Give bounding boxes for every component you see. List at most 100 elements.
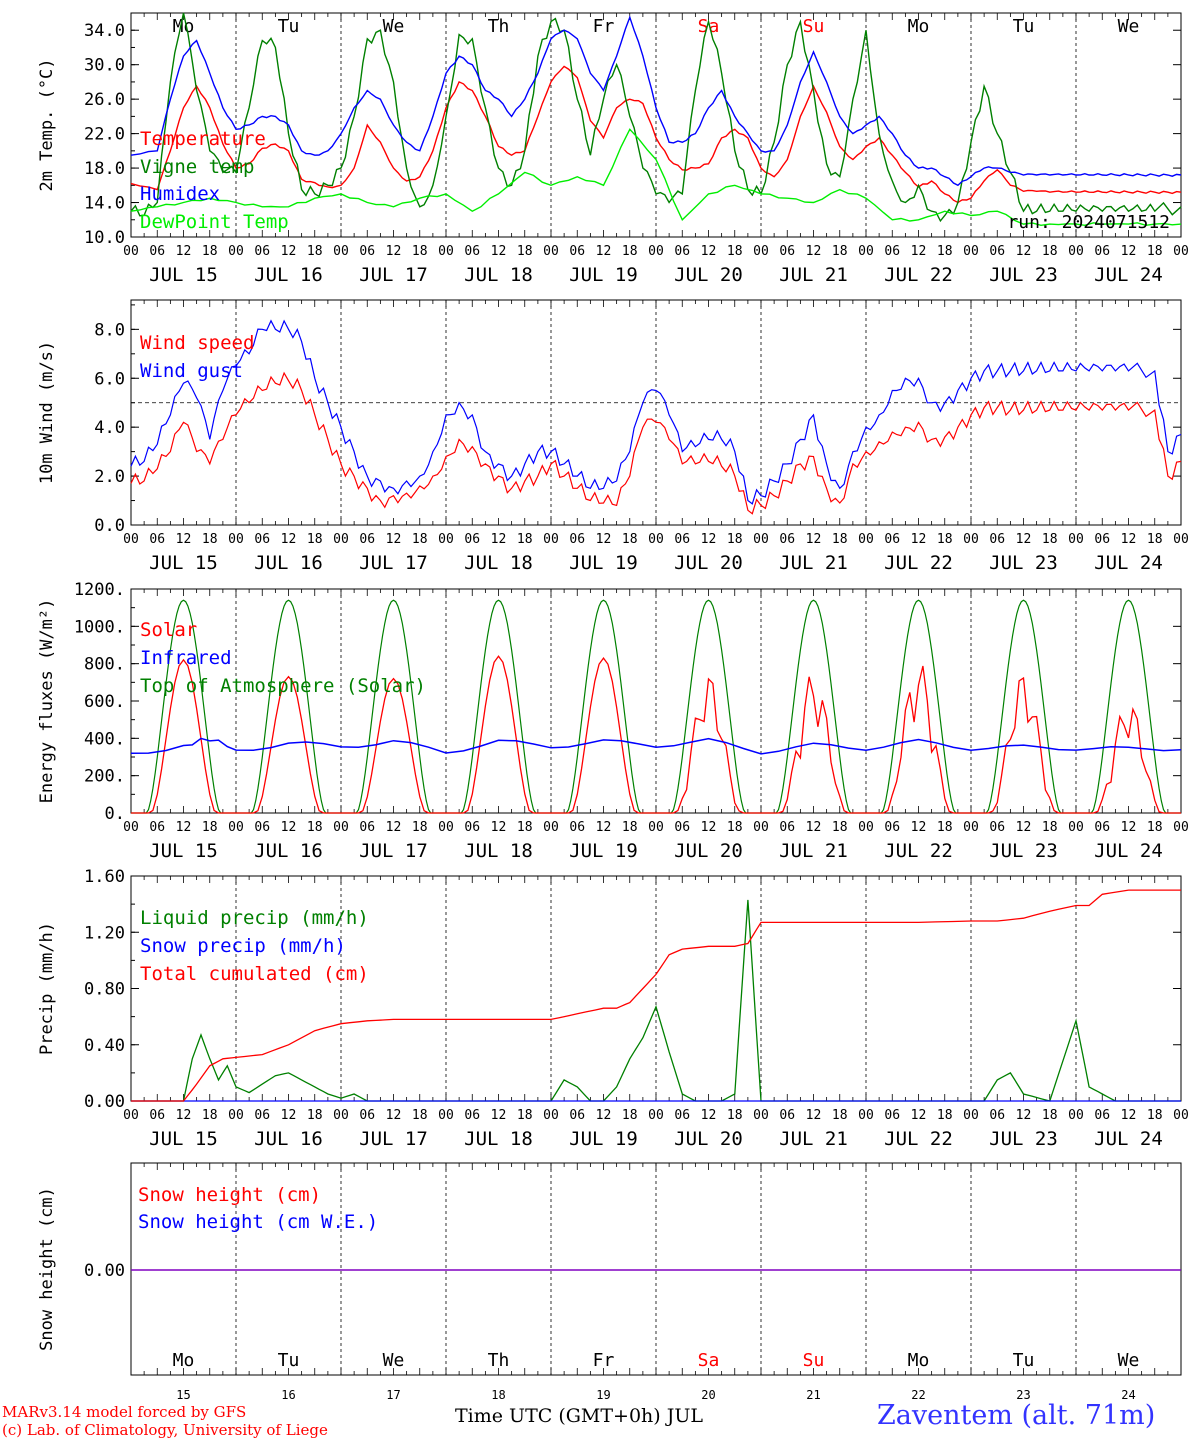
lab-credit: (c) Lab. of Climatology, University of L… xyxy=(2,1421,328,1439)
x-axis-label: Time UTC (GMT+0h) JUL xyxy=(455,1405,703,1427)
x-hour-label: 12 xyxy=(386,532,402,547)
x-hour-label: 18 xyxy=(832,244,848,259)
x-hour-label: 00 xyxy=(1068,1108,1084,1123)
x-hour-label: 06 xyxy=(569,244,585,259)
y-tick-label: 4.0 xyxy=(94,418,125,438)
x-hour-label: 18 xyxy=(412,532,428,547)
day-number-label: 21 xyxy=(806,1388,820,1402)
x-hour-label: 06 xyxy=(149,1108,165,1123)
x-hour-label: 12 xyxy=(701,532,717,547)
day-number-label: 19 xyxy=(596,1388,610,1402)
day-label: Mo xyxy=(908,16,930,37)
x-hour-label: 00 xyxy=(1068,820,1084,835)
x-date-label: JUL 24 xyxy=(1094,1128,1163,1150)
x-hour-label: 12 xyxy=(491,1108,507,1123)
x-date-label: JUL 20 xyxy=(674,1128,743,1150)
x-hour-label: 18 xyxy=(517,532,533,547)
x-hour-label: 00 xyxy=(228,1108,244,1123)
model-credit: MARv3.14 model forced by GFS xyxy=(2,1403,247,1421)
x-hour-label: 00 xyxy=(123,532,139,547)
x-hour-label: 12 xyxy=(596,1108,612,1123)
x-hour-label: 00 xyxy=(438,1108,454,1123)
x-hour-label: 12 xyxy=(491,532,507,547)
series-liquid-precip-mm-h- xyxy=(131,899,1181,1102)
x-hour-label: 18 xyxy=(937,820,953,835)
x-date-label: JUL 23 xyxy=(989,552,1058,574)
x-hour-label: 00 xyxy=(1173,820,1189,835)
x-hour-label: 00 xyxy=(438,820,454,835)
day-label: Fr xyxy=(593,1350,615,1371)
legend-entry: Snow precip (mm/h) xyxy=(140,935,346,957)
plot-frame xyxy=(130,299,1182,526)
x-hour-label: 12 xyxy=(596,820,612,835)
x-hour-label: 18 xyxy=(727,1108,743,1123)
series-infrared xyxy=(130,737,1182,755)
x-hour-label: 18 xyxy=(1042,532,1058,547)
x-hour-label: 00 xyxy=(753,820,769,835)
x-hour-label: 18 xyxy=(727,244,743,259)
x-hour-label: 18 xyxy=(727,820,743,835)
legend-entry: Top of Atmosphere (Solar) xyxy=(140,675,426,697)
x-hour-label: 06 xyxy=(149,244,165,259)
x-hour-label: 00 xyxy=(333,532,349,547)
x-date-label: JUL 19 xyxy=(569,1128,638,1150)
y-tick-label: 18.0 xyxy=(84,159,125,179)
x-hour-label: 06 xyxy=(884,1108,900,1123)
x-hour-label: 00 xyxy=(963,820,979,835)
x-date-label: JUL 21 xyxy=(779,552,848,574)
y-tick-label: 1.60 xyxy=(84,867,125,887)
x-date-label: JUL 24 xyxy=(1094,840,1163,862)
x-hour-label: 06 xyxy=(884,532,900,547)
x-hour-label: 18 xyxy=(202,820,218,835)
x-date-label: JUL 18 xyxy=(464,264,533,286)
x-date-label: JUL 15 xyxy=(149,552,218,574)
series-temperature xyxy=(130,65,1182,204)
x-hour-label: 00 xyxy=(123,1108,139,1123)
day-number-label: 24 xyxy=(1121,1388,1135,1402)
x-hour-label: 00 xyxy=(228,820,244,835)
y-axis-label: Precip (mm/h) xyxy=(37,922,57,1055)
y-tick-label: 0. xyxy=(105,804,125,824)
x-hour-label: 12 xyxy=(491,820,507,835)
x-hour-label: 18 xyxy=(622,820,638,835)
x-hour-label: 18 xyxy=(1042,1108,1058,1123)
x-hour-label: 12 xyxy=(596,244,612,259)
x-hour-label: 00 xyxy=(333,820,349,835)
y-tick-label: 10.0 xyxy=(84,228,125,248)
y-tick-label: 600. xyxy=(84,692,125,712)
x-hour-label: 18 xyxy=(1147,244,1163,259)
x-hour-label: 12 xyxy=(1016,1108,1032,1123)
x-hour-label: 00 xyxy=(123,820,139,835)
y-axis-label: Energy fluxes (W/m²) xyxy=(37,599,57,804)
x-hour-label: 12 xyxy=(176,532,192,547)
x-date-label: JUL 20 xyxy=(674,264,743,286)
series-humidex xyxy=(130,15,1182,187)
x-hour-label: 12 xyxy=(386,1108,402,1123)
y-tick-label: 0.0 xyxy=(94,516,125,536)
x-hour-label: 12 xyxy=(911,244,927,259)
x-hour-label: 12 xyxy=(1016,820,1032,835)
x-hour-label: 06 xyxy=(569,820,585,835)
x-hour-label: 00 xyxy=(753,532,769,547)
y-tick-label: 400. xyxy=(84,729,125,749)
x-hour-label: 18 xyxy=(307,820,323,835)
plot-frame xyxy=(130,588,1182,814)
day-number-label: 15 xyxy=(176,1388,190,1402)
y-axis-label: 10m Wind (m/s) xyxy=(37,341,57,484)
x-date-label: JUL 22 xyxy=(884,552,953,574)
x-hour-label: 00 xyxy=(1173,1108,1189,1123)
x-hour-label: 00 xyxy=(543,820,559,835)
x-hour-label: 18 xyxy=(1147,820,1163,835)
x-hour-label: 18 xyxy=(412,820,428,835)
x-hour-label: 18 xyxy=(517,820,533,835)
y-tick-label: 6.0 xyxy=(94,369,125,389)
x-date-label: JUL 17 xyxy=(359,552,428,574)
x-hour-label: 18 xyxy=(937,244,953,259)
x-hour-label: 18 xyxy=(1147,1108,1163,1123)
x-hour-label: 18 xyxy=(832,820,848,835)
day-label: Mo xyxy=(908,1350,930,1371)
x-hour-label: 18 xyxy=(307,244,323,259)
series-total-cumulated-cm- xyxy=(131,889,1181,1102)
legend-entry: Solar xyxy=(140,619,197,641)
x-hour-label: 18 xyxy=(832,532,848,547)
